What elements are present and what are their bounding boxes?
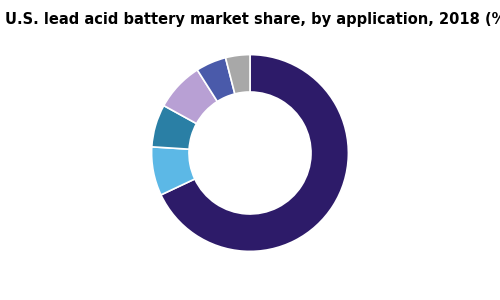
Wedge shape <box>198 58 235 101</box>
Wedge shape <box>152 106 196 149</box>
Wedge shape <box>152 147 195 195</box>
Wedge shape <box>164 70 218 124</box>
Wedge shape <box>161 55 348 251</box>
Text: U.S. lead acid battery market share, by application, 2018 (%): U.S. lead acid battery market share, by … <box>5 12 500 27</box>
Wedge shape <box>226 55 250 94</box>
